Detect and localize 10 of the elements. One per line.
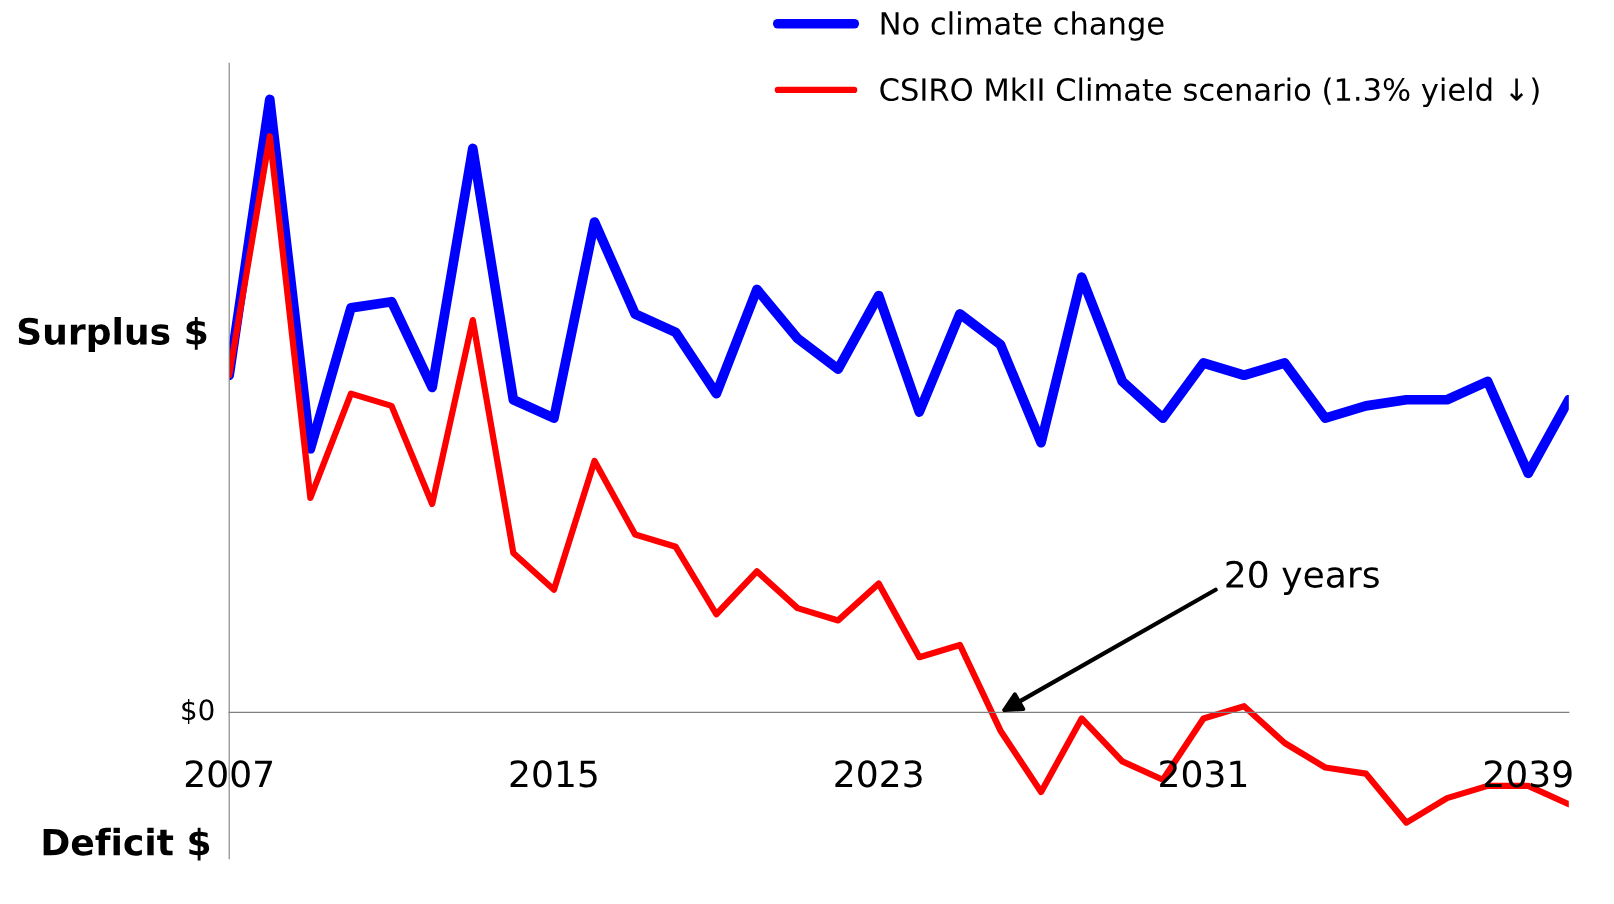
x-tick-label: 2015 (510, 760, 597, 788)
annotation: 20 years (1226, 560, 1379, 595)
legend-label: No climate change (881, 11, 1164, 41)
x-tick-label: 2007 (185, 760, 273, 788)
text: Surplus $ (18, 317, 207, 352)
legend-label: CSIRO MkII Climate scenario (1.3% yield ↓) (880, 77, 1539, 108)
x-tick-label: 2039 (1484, 760, 1572, 788)
text: Deficit $ (43, 827, 210, 861)
x-tick-label: 2023 (835, 760, 922, 788)
text: $0 (182, 698, 214, 725)
